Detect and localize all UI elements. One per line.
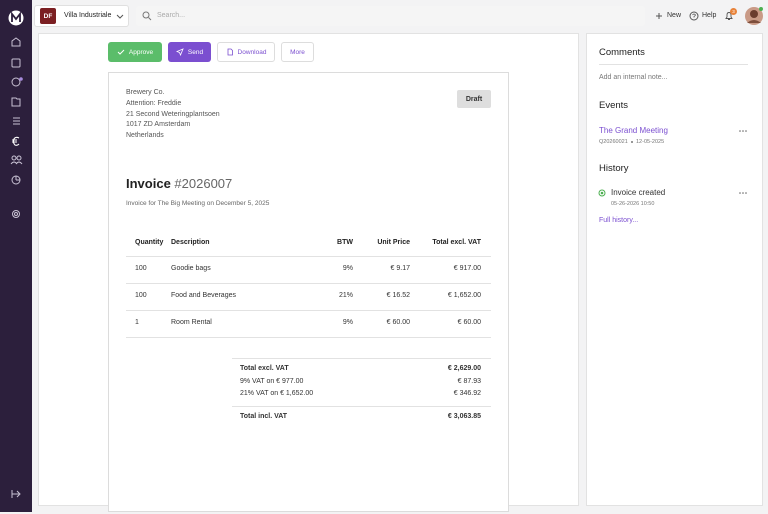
button-label: More xyxy=(290,48,305,56)
total-label: 9% VAT on € 977.00 xyxy=(240,377,304,385)
new-button[interactable]: New xyxy=(667,12,682,19)
table-cell: € 16.52 xyxy=(386,292,410,299)
help-button[interactable]: Help xyxy=(702,12,717,19)
total-value: € 346.92 xyxy=(453,390,481,397)
table-cell: € 60.00 xyxy=(386,319,410,326)
invoice-subtitle: Invoice for The Big Meeting on December … xyxy=(126,200,270,207)
invoice-number: #2026007 xyxy=(174,176,233,191)
approve-button[interactable]: Approve xyxy=(108,42,162,62)
bell-icon[interactable] xyxy=(724,11,734,21)
org-name: Villa Industriale xyxy=(64,12,112,19)
address-line: Brewery Co. xyxy=(126,89,165,96)
invoice-heading: Invoice #2026007 xyxy=(126,176,232,192)
table-header: Total excl. VAT xyxy=(432,239,481,246)
table-header: Quantity xyxy=(135,239,164,246)
search-box[interactable] xyxy=(136,6,645,26)
table-cell: 1 xyxy=(135,319,139,326)
more-button[interactable]: More xyxy=(281,42,314,62)
event-date: 12-05-2025 xyxy=(636,139,665,145)
divider xyxy=(126,256,491,257)
search-icon xyxy=(142,11,152,21)
event-menu[interactable] xyxy=(738,129,748,133)
notification-count: 3 xyxy=(730,8,737,15)
send-button[interactable]: Send xyxy=(168,42,211,62)
divider xyxy=(126,310,491,311)
table-header: Unit Price xyxy=(377,239,410,246)
nav-icons xyxy=(8,10,24,498)
button-label: Download xyxy=(237,48,267,56)
table-cell: € 917.00 xyxy=(453,265,481,272)
table-header: BTW xyxy=(337,239,353,246)
total-label: 21% VAT on € 1,652.00 xyxy=(240,390,314,397)
total-value: € 3,063.85 xyxy=(447,413,481,420)
table-cell: 100 xyxy=(135,292,147,299)
invoice-paper xyxy=(108,72,509,512)
table-cell: € 60.00 xyxy=(457,319,481,326)
table-cell: Room Rental xyxy=(171,319,212,326)
divider xyxy=(126,337,491,338)
history-icon xyxy=(598,189,606,197)
chevron xyxy=(116,14,124,19)
divider xyxy=(232,406,491,407)
table-cell: € 1,652.00 xyxy=(447,292,481,299)
address-line: 1017 ZD Amsterdam xyxy=(126,121,191,129)
divider xyxy=(232,358,491,359)
event-link[interactable]: The Grand Meeting xyxy=(599,126,668,135)
history-title: History xyxy=(599,163,629,174)
history-menu[interactable] xyxy=(738,191,748,195)
comment-input[interactable]: Add an internal note... xyxy=(599,74,668,81)
address-line: Netherlands xyxy=(126,132,164,140)
event-code: Q20260021 xyxy=(599,139,628,145)
total-label: Total incl. VAT xyxy=(240,413,288,420)
history-link[interactable]: Full history... xyxy=(599,217,639,224)
invoice-title: Invoice xyxy=(126,176,171,191)
side-panel xyxy=(586,33,763,506)
table-cell: 9% xyxy=(342,319,353,326)
divider xyxy=(599,64,748,65)
events-title: Events xyxy=(599,100,629,111)
history-label: Invoice created xyxy=(611,188,666,197)
table-cell: Food and Beverages xyxy=(171,292,236,299)
table-cell: 100 xyxy=(135,265,147,272)
button-label: Send xyxy=(187,48,204,56)
plus-icon xyxy=(656,13,662,19)
history-date: 05-26-2026 10:50 xyxy=(611,201,655,207)
table-header: Description xyxy=(171,239,210,246)
download-button[interactable]: Download xyxy=(217,42,275,62)
avatar[interactable] xyxy=(744,6,764,26)
total-value: € 87.93 xyxy=(457,377,481,385)
table-cell: 21% xyxy=(338,292,353,299)
total-value: € 2,629.00 xyxy=(447,365,481,372)
comments-title: Comments xyxy=(599,47,645,58)
separator-dot xyxy=(631,141,633,143)
org-badge: DF xyxy=(40,8,56,24)
divider xyxy=(126,283,491,284)
nav-bar xyxy=(0,0,32,512)
status-badge: Draft xyxy=(457,90,491,108)
table-cell: Goodie bags xyxy=(171,265,211,272)
search-placeholder: Search... xyxy=(157,12,186,19)
help-icon xyxy=(689,11,699,21)
table-cell: 9% xyxy=(342,265,353,272)
address-line: 21 Second Weteringplantsoen xyxy=(126,110,220,118)
button-label: Approve xyxy=(128,48,154,56)
total-label: Total excl. VAT xyxy=(240,365,289,372)
org-switcher[interactable] xyxy=(34,5,129,27)
address-line: Attention: Freddie xyxy=(126,99,182,107)
table-cell: € 9.17 xyxy=(390,265,410,272)
